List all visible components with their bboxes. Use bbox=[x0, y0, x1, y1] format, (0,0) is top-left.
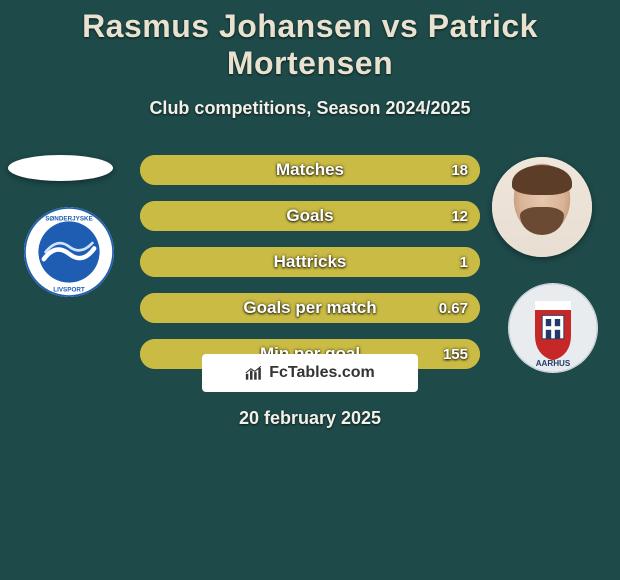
stat-bar-fill-right bbox=[140, 247, 480, 277]
club2-crest-svg: AARHUS bbox=[508, 283, 598, 373]
bars-chart-icon bbox=[245, 365, 265, 381]
stat-bars: Matches18 Goals12 Hattricks1 Goals per matc… bbox=[140, 155, 480, 385]
stat-bar-fill-right bbox=[140, 201, 480, 231]
stat-row: Goals per match0.67 bbox=[140, 293, 480, 323]
stat-row: Goals12 bbox=[140, 201, 480, 231]
comparison-card: Rasmus Johansen vs Patrick Mortensen Clu… bbox=[0, 0, 620, 580]
stat-row: Matches18 bbox=[140, 155, 480, 185]
club2-bottom-text: AARHUS bbox=[536, 359, 571, 368]
page-title: Rasmus Johansen vs Patrick Mortensen bbox=[0, 8, 620, 82]
snapshot-date: 20 february 2025 bbox=[0, 408, 620, 429]
attribution-text: FcTables.com bbox=[269, 364, 375, 382]
club2-crest: AARHUS bbox=[508, 283, 598, 373]
stat-bar-fill-right bbox=[140, 293, 480, 323]
player2-face-placeholder bbox=[492, 157, 592, 257]
club1-ring-text2: LIVSPORT bbox=[53, 287, 85, 294]
stat-bar-fill-right bbox=[140, 155, 480, 185]
club1-ring-text: SØNDERJYSKE bbox=[45, 216, 93, 223]
attribution-badge: FcTables.com bbox=[202, 354, 418, 392]
club1-crest-svg: SØNDERJYSKE LIVSPORT bbox=[24, 207, 114, 297]
player1-avatar bbox=[8, 155, 113, 181]
stat-row: Hattricks1 bbox=[140, 247, 480, 277]
player2-avatar bbox=[492, 157, 592, 257]
club1-crest: SØNDERJYSKE LIVSPORT bbox=[24, 207, 114, 297]
page-subtitle: Club competitions, Season 2024/2025 bbox=[0, 98, 620, 119]
